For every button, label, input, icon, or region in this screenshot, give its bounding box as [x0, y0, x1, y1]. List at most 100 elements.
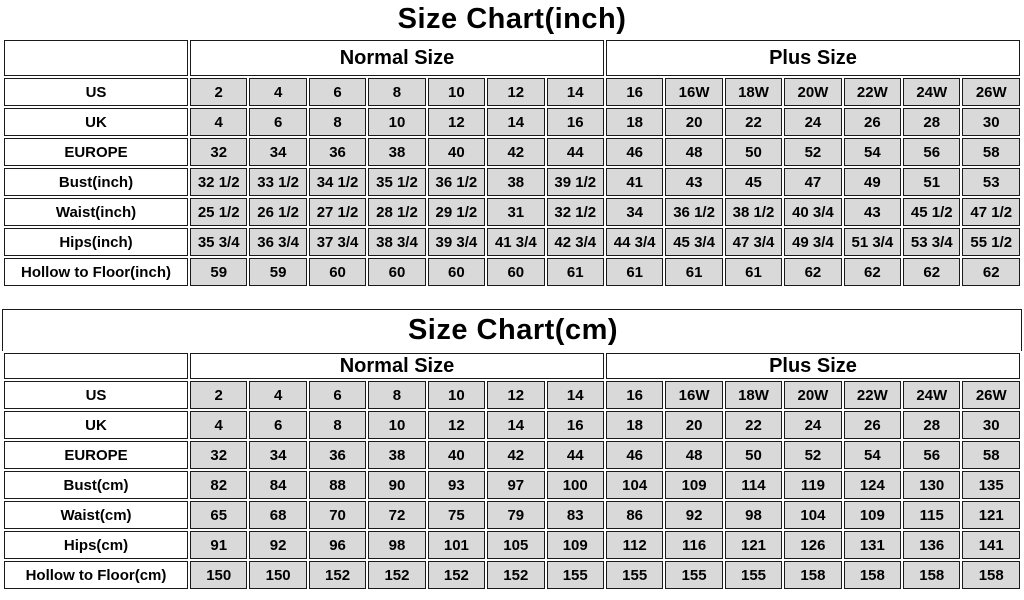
- normal-size-header: Normal Size: [190, 40, 604, 76]
- size-cell: 52: [784, 138, 842, 166]
- size-cell: 36: [308, 441, 367, 469]
- size-cell: 97: [487, 471, 545, 499]
- size-cell: 56: [903, 138, 961, 166]
- plus-size-header: Plus Size: [605, 40, 1020, 76]
- size-cell: 38 1/2: [724, 198, 783, 226]
- size-cell: 43: [843, 198, 902, 226]
- size-cell: 49 3/4: [784, 228, 842, 256]
- row-label: UK: [4, 108, 188, 136]
- size-row: Hips(cm) 91 92 96 98 101 105 109 112 116 121 126 131…: [4, 531, 1020, 559]
- size-cell: 16: [605, 381, 664, 409]
- size-cell: 47 3/4: [724, 228, 783, 256]
- size-cell: 121: [724, 531, 783, 559]
- size-cell: 152: [308, 561, 367, 589]
- size-cell: 16W: [665, 381, 723, 409]
- size-row: Waist(inch) 25 1/2 26 1/2 27 1/2 28 1/2 29 1/…: [4, 198, 1020, 226]
- size-cell: 43: [665, 168, 723, 196]
- inch-table-body: US 2 4 6 8 10 12 14 16 16W 18W 20W 22W 24W 26W UK 4 6 8 10 1…: [4, 78, 1020, 286]
- size-row: Hollow to Floor(cm) 150 150 152 152 152 152 155…: [4, 561, 1020, 589]
- size-cell: 46: [605, 138, 664, 166]
- row-label: Hips(inch): [4, 228, 188, 256]
- size-cell: 18: [605, 411, 664, 439]
- size-cell: 20W: [784, 78, 842, 106]
- size-row: UK 4 6 8 10 12 14 16 18 20 22 24 26 28 30: [4, 411, 1020, 439]
- inch-size-table: Normal Size Plus Size US 2 4 6 8 10 12 14 16 16W 1…: [2, 38, 1022, 288]
- size-row: Hollow to Floor(inch) 59 59 60 60 60 60 61 61 61 6…: [4, 258, 1020, 286]
- size-cell: 14: [546, 381, 604, 409]
- row-label: Bust(cm): [4, 471, 188, 499]
- size-cell: 40: [427, 441, 486, 469]
- size-cell: 47 1/2: [962, 198, 1020, 226]
- size-cell: 131: [843, 531, 902, 559]
- size-cell: 62: [962, 258, 1020, 286]
- size-cell: 4: [190, 108, 248, 136]
- size-cell: 104: [784, 501, 842, 529]
- size-cell: 83: [546, 501, 604, 529]
- size-cell: 24W: [903, 78, 961, 106]
- size-cell: 22W: [843, 78, 902, 106]
- size-cell: 62: [843, 258, 902, 286]
- size-cell: 115: [903, 501, 961, 529]
- size-cell: 124: [843, 471, 902, 499]
- size-cell: 58: [962, 441, 1020, 469]
- size-cell: 109: [546, 531, 604, 559]
- size-cell: 60: [368, 258, 426, 286]
- row-label: Hollow to Floor(cm): [4, 561, 188, 589]
- row-label: EUROPE: [4, 441, 188, 469]
- size-cell: 135: [962, 471, 1020, 499]
- row-label: US: [4, 381, 188, 409]
- size-cell: 48: [665, 441, 723, 469]
- size-cell: 56: [903, 441, 961, 469]
- size-cell: 28: [903, 108, 961, 136]
- size-cell: 14: [487, 411, 545, 439]
- size-cell: 32: [190, 138, 248, 166]
- size-cell: 28 1/2: [368, 198, 426, 226]
- size-cell: 51 3/4: [843, 228, 902, 256]
- size-cell: 61: [724, 258, 783, 286]
- size-cell: 150: [190, 561, 248, 589]
- size-cell: 12: [487, 381, 545, 409]
- size-cell: 30: [962, 108, 1020, 136]
- size-cell: 79: [487, 501, 545, 529]
- size-cell: 158: [784, 561, 842, 589]
- size-row: US 2 4 6 8 10 12 14 16 16W 18W 20W 22W 24W 26W: [4, 381, 1020, 409]
- size-cell: 59: [190, 258, 248, 286]
- size-cell: 100: [546, 471, 604, 499]
- size-cell: 14: [546, 78, 604, 106]
- size-cell: 50: [724, 138, 783, 166]
- size-cell: 68: [249, 501, 307, 529]
- normal-size-header: Normal Size: [190, 353, 604, 379]
- cm-title-band: Size Chart(cm): [2, 309, 1022, 351]
- size-cell: 18W: [724, 78, 783, 106]
- size-cell: 22: [724, 108, 783, 136]
- size-cell: 65: [190, 501, 248, 529]
- size-cell: 59: [249, 258, 307, 286]
- row-label: Hips(cm): [4, 531, 188, 559]
- size-cell: 33 1/2: [249, 168, 307, 196]
- size-cell: 42: [487, 138, 545, 166]
- size-cell: 32 1/2: [190, 168, 248, 196]
- size-cell: 12: [427, 411, 486, 439]
- size-cell: 39 1/2: [546, 168, 604, 196]
- corner-cell: [4, 40, 188, 76]
- size-cell: 53: [962, 168, 1020, 196]
- size-cell: 10: [427, 381, 486, 409]
- size-cell: 155: [546, 561, 604, 589]
- size-cell: 38: [368, 138, 426, 166]
- size-cell: 72: [368, 501, 426, 529]
- size-cell: 16: [546, 411, 604, 439]
- size-cell: 155: [724, 561, 783, 589]
- size-cell: 32: [190, 441, 248, 469]
- size-cell: 12: [487, 78, 545, 106]
- size-row: EUROPE 32 34 36 38 40 42 44 46 48 50 52 54 56 58: [4, 138, 1020, 166]
- size-cell: 6: [249, 108, 307, 136]
- size-cell: 26W: [962, 381, 1020, 409]
- size-cell: 75: [427, 501, 486, 529]
- row-label: Hollow to Floor(inch): [4, 258, 188, 286]
- size-cell: 150: [249, 561, 307, 589]
- size-cell: 136: [903, 531, 961, 559]
- size-cell: 35 1/2: [368, 168, 426, 196]
- size-cell: 62: [903, 258, 961, 286]
- size-cell: 70: [308, 501, 367, 529]
